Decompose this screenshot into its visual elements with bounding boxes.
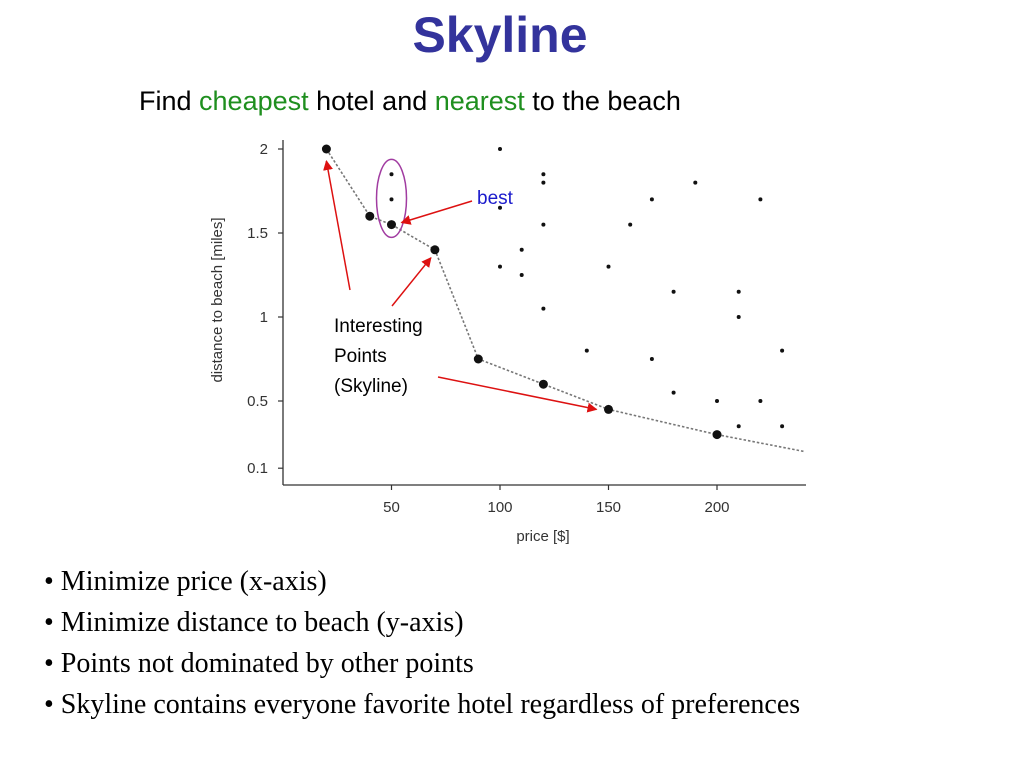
- bullet-item-1: • Minimize price (x-axis): [44, 566, 327, 597]
- data-point: [780, 424, 785, 429]
- data-point: [780, 348, 785, 353]
- y-tick-label: 1.5: [247, 225, 268, 242]
- skyline-point: [473, 354, 483, 364]
- data-point: [541, 172, 546, 177]
- slide-title: Skyline: [412, 7, 588, 63]
- data-point: [758, 197, 763, 202]
- data-point: [758, 399, 763, 403]
- best-arrow: [400, 200, 473, 225]
- data-point: [389, 172, 394, 177]
- data-point: [606, 264, 611, 269]
- skyline-point: [712, 430, 722, 440]
- x-axis-label: price [$]: [516, 528, 569, 545]
- bullet-item-4: • Skyline contains everyone favorite hot…: [44, 689, 801, 720]
- x-tick-label: 150: [596, 499, 621, 516]
- subtitle-text-1: Find: [139, 86, 200, 116]
- data-point: [541, 180, 546, 185]
- data-point: [541, 306, 546, 311]
- data-point: [519, 247, 524, 252]
- data-point: [736, 315, 741, 319]
- skyline-point: [604, 404, 613, 414]
- y-tick-label: 2: [260, 141, 268, 158]
- skyline-point: [365, 211, 375, 221]
- data-point: [671, 390, 676, 395]
- data-point: [498, 147, 502, 151]
- y-tick-label: 1: [260, 309, 268, 326]
- skyline-point: [387, 220, 396, 230]
- x-tick-label: 200: [704, 499, 729, 516]
- skyline-point: [538, 379, 548, 389]
- subtitle-text-3: to the beach: [524, 86, 681, 116]
- interesting-label-line: Points: [334, 346, 387, 367]
- data-point: [649, 357, 654, 361]
- y-axis-label: distance to beach [miles]: [209, 217, 226, 382]
- data-point: [389, 197, 394, 202]
- bullet-list: • Minimize price (x-axis) • Minimize dis…: [44, 561, 800, 725]
- data-point: [498, 264, 502, 269]
- highlight-ellipse: [375, 158, 408, 239]
- skyline-point: [430, 245, 440, 255]
- subtitle-text-2: hotel and: [308, 86, 435, 116]
- data-point: [736, 289, 741, 294]
- data-point: [519, 273, 524, 277]
- interesting-label-line: (Skyline): [334, 376, 408, 397]
- data-point: [736, 424, 741, 429]
- data-point: [693, 180, 698, 185]
- skyline-point: [321, 144, 331, 154]
- bullet-item-3: • Points not dominated by other points: [44, 648, 474, 679]
- y-tick-label: 0.5: [247, 393, 268, 410]
- interesting-arrow: [391, 257, 432, 307]
- data-point: [671, 289, 676, 294]
- y-tick-label: 0.1: [247, 460, 268, 477]
- best-label: best: [477, 188, 514, 209]
- data-point: [649, 197, 654, 202]
- subtitle-word-cheapest: cheapest: [199, 86, 309, 116]
- data-point: [498, 205, 502, 210]
- x-tick-label: 50: [383, 499, 400, 516]
- interesting-label-line: Interesting: [334, 316, 423, 337]
- data-point: [541, 222, 546, 227]
- interesting-arrow: [437, 376, 598, 413]
- subtitle-word-nearest: nearest: [434, 86, 525, 116]
- slide-subtitle: Find cheapest hotel and nearest to the b…: [139, 86, 681, 117]
- data-point: [584, 348, 589, 353]
- interesting-arrow: [323, 160, 351, 291]
- bullet-item-2: • Minimize distance to beach (y-axis): [44, 607, 464, 638]
- x-tick-label: 100: [487, 499, 512, 516]
- data-point: [715, 399, 719, 403]
- data-point: [628, 222, 633, 227]
- skyline-line: [325, 148, 804, 453]
